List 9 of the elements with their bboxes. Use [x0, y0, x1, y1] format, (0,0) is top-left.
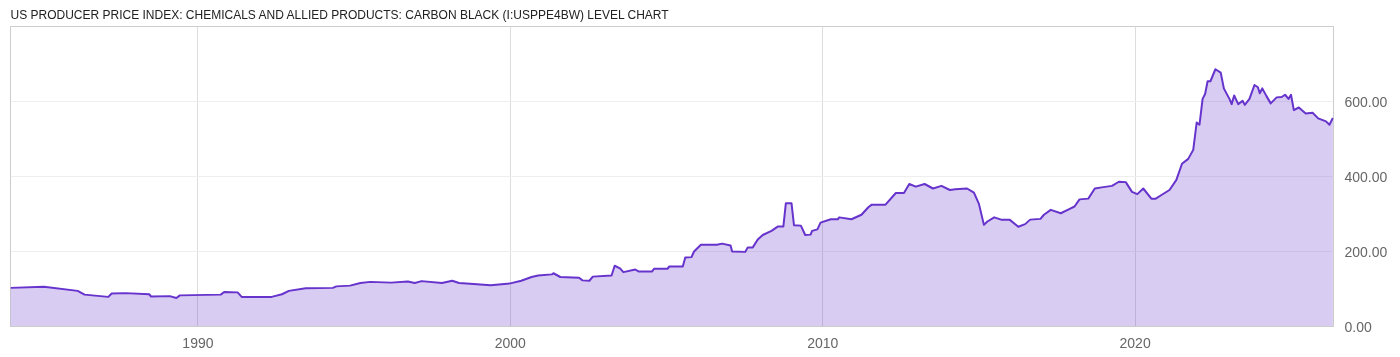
x-tick-label: 2000 — [494, 334, 527, 351]
y-tick-label: 600.00 — [1344, 93, 1388, 110]
y-tick-label: 0.00 — [1344, 318, 1372, 335]
y-tick-label: 200.00 — [1344, 243, 1388, 260]
x-tick-label: 2020 — [1119, 334, 1151, 351]
x-tick-label: 1990 — [182, 334, 214, 351]
x-tick-label: 2010 — [807, 334, 839, 351]
y-tick-label: 400.00 — [1344, 168, 1388, 185]
chart-title: US PRODUCER PRICE INDEX: CHEMICALS AND ALLIED PRODUCTS: CARBON BLACK (I:USPPE4BW) LEVEL CHART — [10, 7, 670, 22]
